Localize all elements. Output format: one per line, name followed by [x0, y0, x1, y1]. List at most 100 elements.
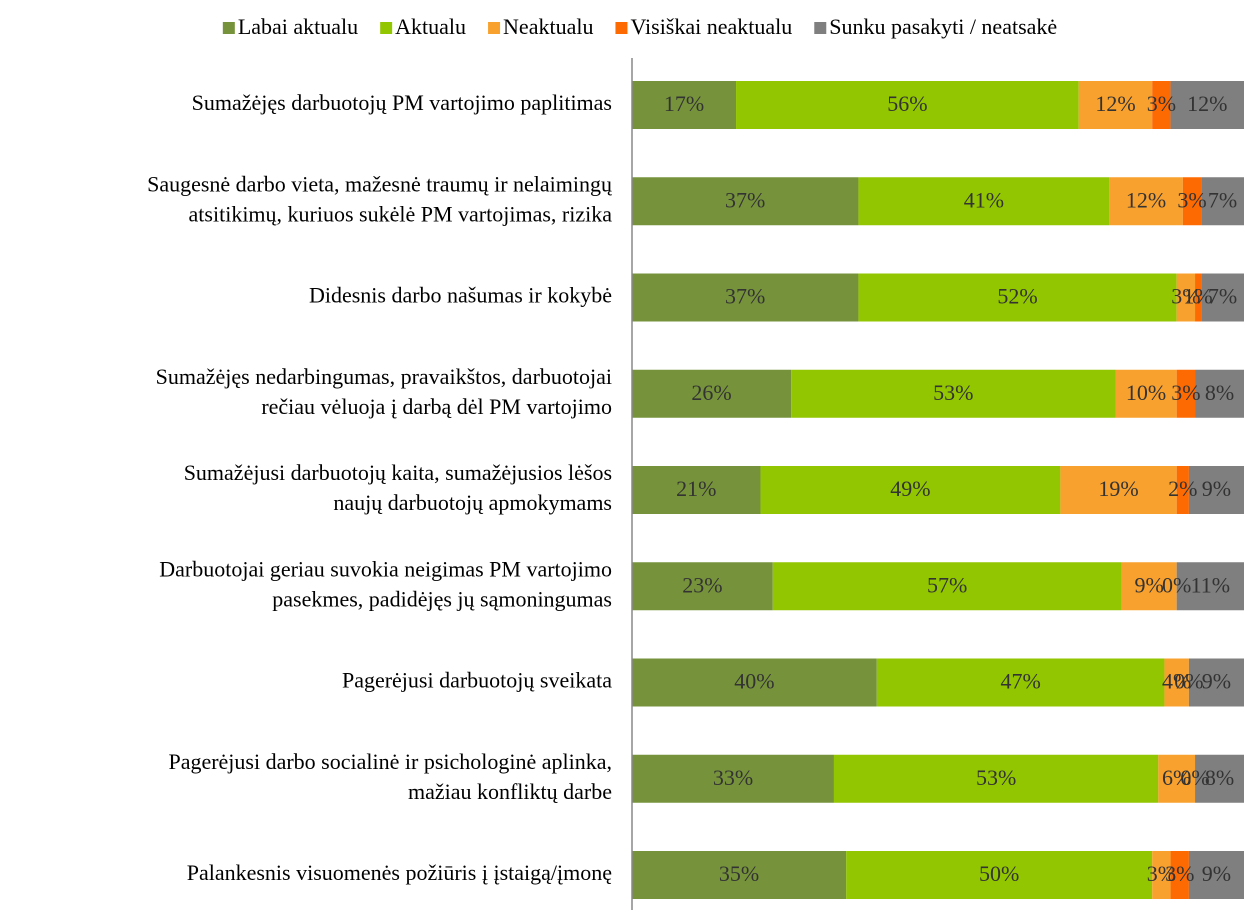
- bar-segment: [632, 851, 847, 899]
- value-label: 2%: [1168, 476, 1197, 501]
- category-label: Pagerėjusi darbo socialinė ir psichologi…: [168, 749, 612, 774]
- bar-segment: [1176, 466, 1189, 514]
- value-label: 3%: [1147, 861, 1176, 886]
- value-label: 0%: [1162, 572, 1191, 597]
- value-label: 40%: [734, 669, 774, 694]
- bar-segment: [1201, 273, 1244, 322]
- value-label: 3%: [1177, 187, 1206, 212]
- legend-label: Visiškai neaktualu: [630, 14, 792, 39]
- bar-segment: [1060, 466, 1177, 514]
- bar-segment: [1152, 81, 1171, 129]
- bar-segment: [846, 851, 1153, 899]
- value-label: 23%: [682, 572, 722, 597]
- value-label: 49%: [890, 476, 930, 501]
- bar-segment: [632, 562, 773, 611]
- bar-segment: [1176, 273, 1196, 322]
- value-label: 12%: [1095, 91, 1135, 116]
- value-label: 0%: [1174, 669, 1203, 694]
- legend-swatch: [814, 22, 827, 34]
- value-label: 10%: [1126, 380, 1166, 405]
- bar-segment: [772, 562, 1122, 611]
- value-label: 56%: [887, 91, 927, 116]
- value-label: 57%: [927, 572, 967, 597]
- category-label: Sumažėjęs darbuotojų PM vartojimo paplit…: [192, 90, 612, 115]
- bar-segment: [1109, 177, 1183, 226]
- bar-segment: [1195, 273, 1202, 322]
- value-label: 35%: [719, 861, 759, 886]
- category-label: Darbuotojai geriau suvokia neigimas PM v…: [159, 556, 612, 581]
- category-label: pasekmes, padidėjęs jų sąmoningumas: [272, 586, 612, 611]
- category-label: atsitikimų, kuriuos sukėlė PM vartojimas…: [189, 201, 613, 226]
- bar-segment: [1121, 562, 1177, 611]
- value-label: 41%: [964, 187, 1004, 212]
- value-label: 47%: [1000, 669, 1040, 694]
- bar-segment: [632, 273, 859, 322]
- legend-label: Labai aktualu: [238, 14, 358, 39]
- value-label: 8%: [1205, 380, 1234, 405]
- bar-segment: [632, 81, 737, 129]
- category-label: Didesnis darbo našumas ir kokybė: [309, 283, 612, 308]
- value-label: 52%: [997, 284, 1037, 309]
- bar-segment: [1164, 658, 1189, 707]
- bar-segment: [632, 369, 792, 418]
- value-label: 9%: [1202, 669, 1231, 694]
- value-label: 7%: [1208, 187, 1237, 212]
- value-label: 6%: [1162, 765, 1191, 790]
- bar-segment: [1188, 658, 1244, 707]
- bar-segment: [1078, 81, 1153, 129]
- value-label: 12%: [1126, 187, 1166, 212]
- value-label: 8%: [1205, 765, 1234, 790]
- bar-segment: [760, 466, 1061, 514]
- bar-segment: [1195, 754, 1244, 803]
- category-label: Palankesnis visuomenės požiūris į įstaig…: [187, 860, 612, 885]
- value-label: 11%: [1191, 572, 1231, 597]
- category-label: mažiau konfliktų darbe: [408, 779, 612, 804]
- bar-segment: [632, 658, 877, 707]
- legend-label: Neaktualu: [503, 14, 593, 39]
- bar-segment: [1176, 369, 1196, 418]
- value-label: 3%: [1165, 861, 1194, 886]
- bar-segment: [1188, 851, 1244, 899]
- value-label: 12%: [1187, 91, 1227, 116]
- value-label: 3%: [1147, 91, 1176, 116]
- bar-segment: [632, 177, 859, 226]
- value-label: 4%: [1162, 669, 1191, 694]
- legend-swatch: [380, 22, 393, 34]
- legend-label: Sunku pasakyti / neatsakė: [829, 14, 1057, 39]
- bar-segment: [1188, 466, 1244, 514]
- bar-segment: [1201, 177, 1244, 226]
- legend-swatch: [222, 22, 235, 34]
- value-label: 50%: [979, 861, 1019, 886]
- bar-segment: [1176, 562, 1244, 611]
- category-label: Sumažėjusi darbuotojų kaita, sumažėjusio…: [184, 460, 612, 485]
- legend-label: Aktualu: [395, 14, 466, 39]
- value-label: 21%: [676, 476, 716, 501]
- value-label: 53%: [976, 765, 1016, 790]
- bar-segment: [632, 466, 761, 514]
- bar-segment: [833, 754, 1159, 803]
- value-label: 9%: [1134, 572, 1163, 597]
- bar-segment: [1170, 851, 1189, 899]
- bar-segment: [1115, 369, 1177, 418]
- bar-segment: [1152, 851, 1171, 899]
- bar-segment: [736, 81, 1079, 129]
- value-label: 17%: [664, 91, 704, 116]
- bar-segment: [1182, 177, 1202, 226]
- bar-segment: [1195, 369, 1244, 418]
- category-label: naujų darbuotojų apmokymams: [333, 490, 612, 515]
- bar-segment: [858, 273, 1177, 322]
- category-label: Pagerėjusi darbuotojų sveikata: [342, 668, 612, 693]
- value-label: 3%: [1171, 284, 1200, 309]
- bar-segment: [632, 754, 834, 803]
- bar-segment: [1158, 754, 1196, 803]
- category-label: Saugesnė darbo vieta, mažesnė traumų ir …: [147, 171, 613, 196]
- value-label: 37%: [725, 284, 765, 309]
- legend-swatch: [615, 22, 628, 34]
- bar-segment: [791, 369, 1116, 418]
- value-label: 1%: [1183, 284, 1212, 309]
- value-label: 0%: [1180, 765, 1209, 790]
- legend-swatch: [488, 22, 501, 34]
- value-label: 33%: [713, 765, 753, 790]
